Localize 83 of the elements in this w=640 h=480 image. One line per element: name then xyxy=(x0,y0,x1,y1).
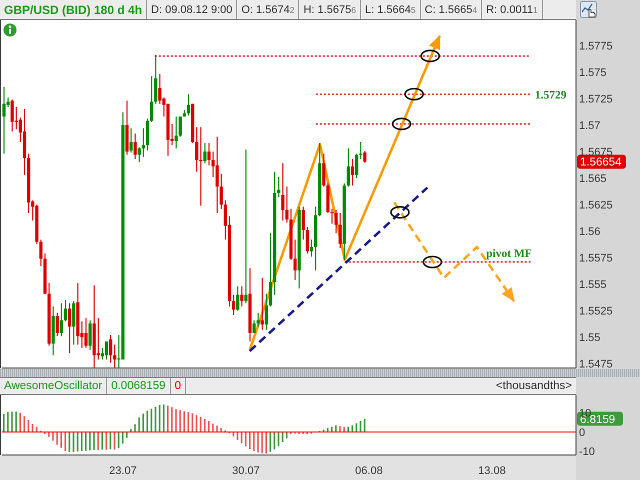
candlestick xyxy=(72,300,76,346)
y-tick-label: 1.56 xyxy=(579,226,600,238)
candlestick xyxy=(277,176,280,198)
candlestick xyxy=(264,293,268,330)
candlestick xyxy=(195,126,198,172)
text: C: 1.56654 xyxy=(424,4,478,16)
x-tick-label: 23.07 xyxy=(109,464,137,477)
candlestick xyxy=(306,226,309,254)
candlestick xyxy=(68,302,72,354)
candlestick xyxy=(252,320,256,334)
candlestick xyxy=(199,126,202,206)
candlestick xyxy=(96,318,100,360)
text: 1.56654 xyxy=(580,156,622,169)
candlestick xyxy=(113,344,116,368)
text: H: 1.56756 xyxy=(303,4,356,16)
text: 0.0068159 xyxy=(111,380,166,392)
candlestick xyxy=(232,294,236,316)
candlestick xyxy=(236,286,240,312)
text: 0 xyxy=(174,380,181,392)
candlestick xyxy=(256,312,260,328)
candlestick xyxy=(154,54,158,104)
candlestick xyxy=(207,142,211,166)
y-tick-label: 1.555 xyxy=(579,279,607,292)
y-tick-label: 1.57 xyxy=(579,120,600,132)
text: <thousandths> xyxy=(496,380,572,392)
y-tick-label: -10 xyxy=(579,446,595,458)
candlestick xyxy=(350,158,354,186)
candlestick xyxy=(174,116,178,149)
candlestick xyxy=(294,239,297,280)
candlestick xyxy=(56,312,59,337)
candlestick xyxy=(338,212,342,249)
series-label: 1.5729 xyxy=(534,89,567,102)
candlestick xyxy=(138,146,141,163)
candlestick xyxy=(240,286,244,308)
chart-title: GBP/USD (BID) 180 d 4h xyxy=(0,0,148,19)
chart-title: AwesomeOscillator xyxy=(0,378,108,394)
candlestick xyxy=(268,232,272,308)
candlestick xyxy=(281,162,284,222)
candlestick xyxy=(2,86,6,154)
candlestick xyxy=(104,340,108,360)
text: D: 09.08.12 9:00 xyxy=(151,4,232,16)
candlestick xyxy=(10,99,14,132)
y-tick-label: 1.5575 xyxy=(579,252,613,265)
y-tick-label: 1.565 xyxy=(579,172,607,185)
candlestick xyxy=(359,141,362,160)
candlestick xyxy=(322,153,326,188)
candlestick xyxy=(302,206,305,240)
y-tick-label: 1.5625 xyxy=(579,200,613,212)
candlestick xyxy=(355,153,358,179)
candlestick xyxy=(346,148,350,188)
x-tick-label: 30.07 xyxy=(232,464,260,477)
candlestick xyxy=(39,239,42,267)
y-tick-label: 1.5475 xyxy=(579,358,613,371)
x-tick-label: 06.08 xyxy=(355,464,383,477)
candlestick xyxy=(363,150,366,164)
candlestick xyxy=(130,128,133,154)
text: O: 1.56742 xyxy=(241,4,294,16)
candlestick xyxy=(60,302,63,337)
series-label: pivot MF xyxy=(486,248,532,260)
candlestick xyxy=(109,334,112,364)
candlestick xyxy=(88,320,92,351)
y-tick-label: 1.5725 xyxy=(579,93,613,106)
text: L: 1.56645 xyxy=(364,4,416,16)
y-tick-label: 0 xyxy=(579,426,586,439)
candlestick xyxy=(158,74,162,104)
candlestick xyxy=(134,132,137,160)
x-tick-label: 13.08 xyxy=(478,464,506,477)
y-tick-label: 1.5775 xyxy=(579,40,613,52)
y-tick-label: 1.575 xyxy=(579,66,607,79)
candlestick xyxy=(310,239,314,258)
y-tick-label: 1.55 xyxy=(579,332,600,344)
candlestick xyxy=(285,186,288,224)
candlestick xyxy=(334,209,338,234)
candlestick xyxy=(186,94,190,116)
text: R: 0.00111 xyxy=(486,4,538,16)
candlestick xyxy=(260,277,264,330)
y-tick-label: 1.5525 xyxy=(579,306,613,318)
candlestick xyxy=(216,136,219,214)
candlestick xyxy=(84,318,88,348)
candlestick xyxy=(150,76,154,122)
candlestick xyxy=(203,142,206,164)
candlestick xyxy=(64,300,68,322)
candlestick xyxy=(142,128,145,158)
